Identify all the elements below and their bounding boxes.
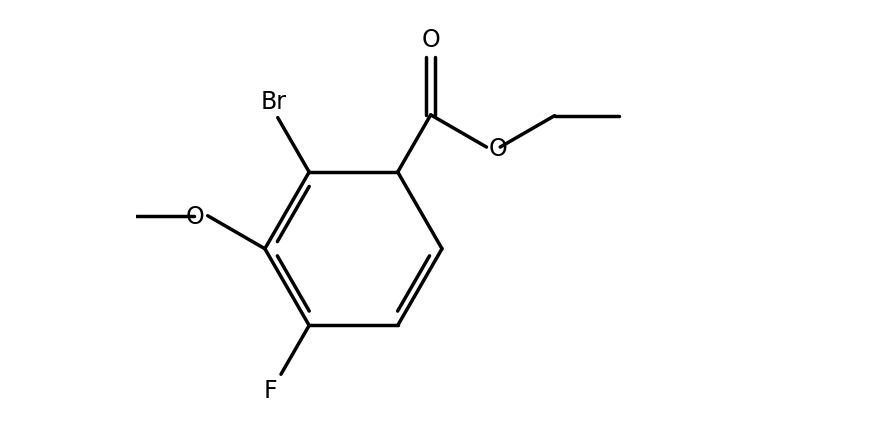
Text: F: F bbox=[263, 378, 277, 402]
Text: O: O bbox=[422, 28, 440, 52]
Text: O: O bbox=[489, 137, 507, 161]
Text: Br: Br bbox=[261, 89, 286, 114]
Text: O: O bbox=[186, 204, 204, 228]
